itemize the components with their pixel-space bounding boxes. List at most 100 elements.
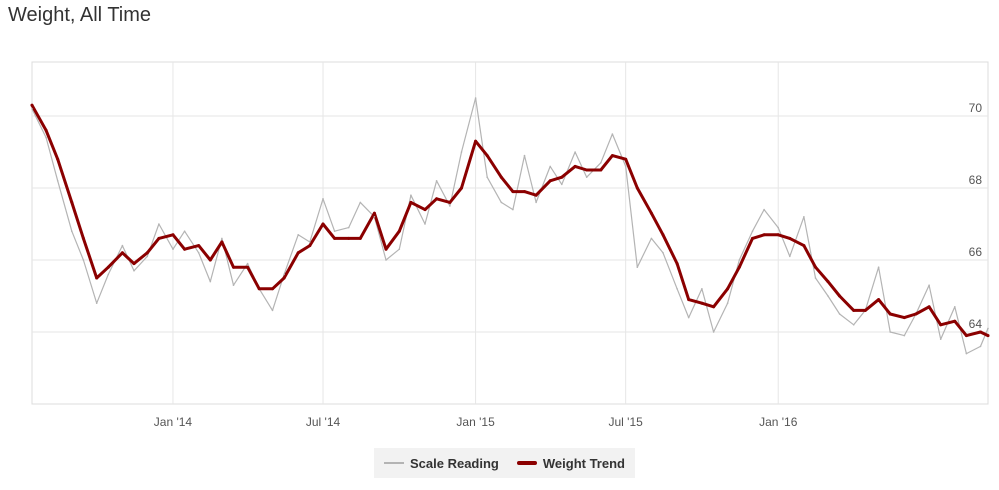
data-point-weight-trend[interactable] (132, 262, 136, 266)
data-point-weight-trend[interactable] (863, 308, 867, 312)
data-point-scale-reading[interactable] (712, 331, 715, 333)
data-point-weight-trend[interactable] (986, 334, 990, 338)
data-point-scale-reading[interactable] (624, 165, 627, 168)
legend-item-weight-trend[interactable]: Weight Trend (516, 456, 625, 471)
data-point-weight-trend[interactable] (838, 294, 842, 298)
data-point-scale-reading[interactable] (687, 316, 690, 319)
data-point-weight-trend[interactable] (776, 233, 780, 237)
data-point-weight-trend[interactable] (877, 298, 881, 302)
data-point-scale-reading[interactable] (954, 306, 956, 308)
data-point-weight-trend[interactable] (282, 276, 286, 280)
data-point-weight-trend[interactable] (171, 233, 175, 237)
series-line-weight-trend[interactable] (30, 103, 990, 338)
data-point-scale-reading[interactable] (636, 266, 639, 269)
data-point-weight-trend[interactable] (712, 305, 716, 309)
data-point-weight-trend[interactable] (852, 308, 856, 312)
data-point-weight-trend[interactable] (106, 265, 110, 269)
data-point-scale-reading[interactable] (209, 280, 212, 283)
data-point-weight-trend[interactable] (826, 280, 830, 284)
data-point-weight-trend[interactable] (888, 312, 892, 316)
data-point-scale-reading[interactable] (662, 252, 664, 254)
data-point-scale-reading[interactable] (939, 338, 942, 341)
data-point-weight-trend[interactable] (700, 301, 704, 305)
data-point-weight-trend[interactable] (208, 258, 212, 262)
data-point-scale-reading[interactable] (460, 151, 463, 153)
data-point-weight-trend[interactable] (44, 128, 48, 132)
data-point-weight-trend[interactable] (435, 197, 439, 201)
data-point-weight-trend[interactable] (460, 186, 463, 190)
data-point-scale-reading[interactable] (435, 180, 438, 182)
data-point-scale-reading[interactable] (183, 230, 186, 232)
data-point-scale-reading[interactable] (71, 230, 73, 232)
data-point-scale-reading[interactable] (121, 244, 124, 247)
data-point-weight-trend[interactable] (120, 251, 124, 255)
data-point-scale-reading[interactable] (535, 201, 537, 204)
data-point-weight-trend[interactable] (979, 330, 982, 334)
data-point-scale-reading[interactable] (611, 133, 614, 135)
data-point-weight-trend[interactable] (246, 265, 250, 269)
data-point-scale-reading[interactable] (777, 226, 779, 229)
data-point-scale-reading[interactable] (246, 262, 249, 265)
data-point-weight-trend[interactable] (548, 179, 552, 183)
data-point-weight-trend[interactable] (762, 233, 766, 237)
data-point-scale-reading[interactable] (574, 151, 576, 153)
data-point-weight-trend[interactable] (534, 193, 538, 197)
data-point-scale-reading[interactable] (347, 226, 350, 229)
data-point-scale-reading[interactable] (172, 248, 174, 250)
data-point-scale-reading[interactable] (512, 208, 514, 211)
data-point-scale-reading[interactable] (398, 248, 401, 250)
data-point-scale-reading[interactable] (385, 259, 387, 261)
data-point-scale-reading[interactable] (650, 237, 653, 240)
data-point-scale-reading[interactable] (107, 273, 110, 276)
data-point-scale-reading[interactable] (474, 97, 477, 99)
data-point-weight-trend[interactable] (661, 233, 665, 237)
data-point-scale-reading[interactable] (95, 302, 98, 305)
data-point-weight-trend[interactable] (751, 236, 754, 240)
data-point-weight-trend[interactable] (157, 236, 161, 240)
data-point-weight-trend[interactable] (649, 211, 653, 215)
data-point-weight-trend[interactable] (635, 186, 639, 190)
data-point-weight-trend[interactable] (624, 157, 628, 161)
data-point-weight-trend[interactable] (814, 265, 817, 269)
series-line-scale-reading[interactable] (31, 97, 989, 355)
data-point-weight-trend[interactable] (964, 334, 968, 338)
data-point-scale-reading[interactable] (82, 259, 85, 261)
data-point-scale-reading[interactable] (965, 352, 968, 355)
data-point-weight-trend[interactable] (257, 287, 261, 291)
data-point-scale-reading[interactable] (146, 255, 149, 258)
data-point-weight-trend[interactable] (358, 236, 362, 240)
data-point-weight-trend[interactable] (610, 154, 614, 158)
data-point-scale-reading[interactable] (373, 216, 376, 218)
data-point-scale-reading[interactable] (763, 208, 765, 211)
data-point-weight-trend[interactable] (726, 287, 730, 291)
data-point-weight-trend[interactable] (914, 312, 918, 316)
data-point-scale-reading[interactable] (877, 266, 880, 269)
data-point-weight-trend[interactable] (788, 236, 792, 240)
data-point-scale-reading[interactable] (676, 288, 678, 290)
data-point-scale-reading[interactable] (133, 270, 135, 272)
data-point-scale-reading[interactable] (903, 334, 906, 337)
data-point-weight-trend[interactable] (599, 168, 603, 172)
data-point-scale-reading[interactable] (486, 176, 489, 178)
data-point-weight-trend[interactable] (384, 247, 388, 251)
data-point-scale-reading[interactable] (500, 201, 503, 204)
data-point-scale-reading[interactable] (56, 180, 59, 182)
data-point-weight-trend[interactable] (220, 240, 224, 244)
data-point-scale-reading[interactable] (221, 237, 223, 240)
data-point-scale-reading[interactable] (928, 284, 930, 287)
data-point-weight-trend[interactable] (953, 319, 957, 323)
data-point-weight-trend[interactable] (902, 316, 906, 320)
data-point-scale-reading[interactable] (322, 198, 324, 200)
data-point-weight-trend[interactable] (183, 247, 187, 251)
data-point-weight-trend[interactable] (197, 244, 201, 248)
data-point-weight-trend[interactable] (927, 305, 931, 309)
data-point-scale-reading[interactable] (297, 234, 300, 236)
data-point-weight-trend[interactable] (56, 157, 60, 161)
data-point-scale-reading[interactable] (814, 277, 817, 279)
data-point-scale-reading[interactable] (979, 345, 982, 348)
data-point-weight-trend[interactable] (347, 236, 351, 240)
data-point-scale-reading[interactable] (585, 176, 588, 178)
data-point-scale-reading[interactable] (852, 324, 855, 326)
data-point-weight-trend[interactable] (474, 139, 478, 143)
data-point-scale-reading[interactable] (359, 201, 362, 204)
